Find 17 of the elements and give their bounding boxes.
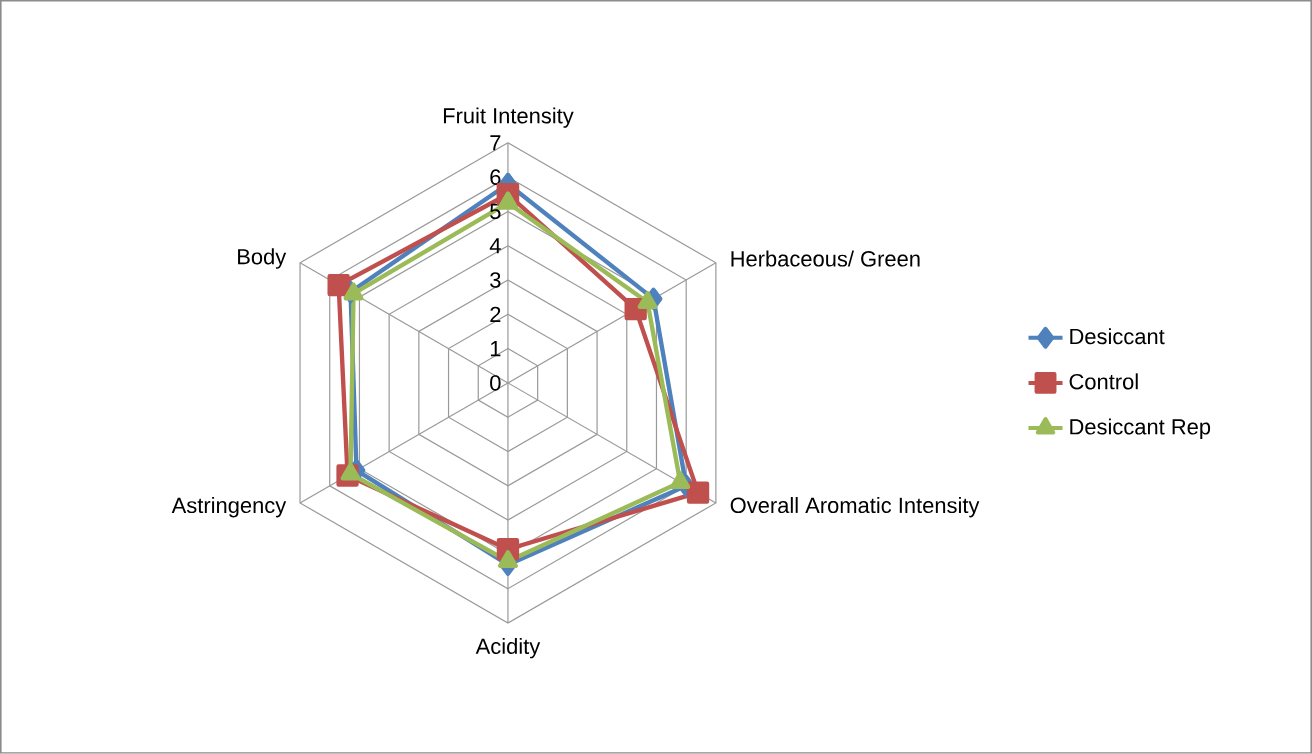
y-tick-label: 7 — [490, 135, 501, 151]
spoke-label: Overall Aromatic Intensity — [730, 497, 980, 518]
spoke-label: Body — [238, 248, 287, 269]
y-tick-label: 1 — [490, 341, 501, 357]
legend-label: Desiccant — [1070, 328, 1165, 345]
y-tick-label: 6 — [490, 169, 501, 185]
legend-label: Control — [1069, 373, 1138, 390]
y-tick-label: 4 — [489, 238, 501, 254]
spoke-label: Fruit Intensity — [443, 107, 574, 128]
y-tick-label: 2 — [490, 306, 501, 323]
y-tick-label: 5 — [490, 203, 501, 220]
y-tick-label: 3 — [490, 272, 501, 288]
y-tick-label: 0 — [490, 375, 501, 391]
spoke-label: Acidity — [475, 638, 541, 659]
spoke-label: Herbaceous/ Green — [731, 250, 920, 267]
legend-label: Desiccant Rep — [1070, 418, 1211, 439]
spoke-label: Astringency — [171, 497, 287, 518]
